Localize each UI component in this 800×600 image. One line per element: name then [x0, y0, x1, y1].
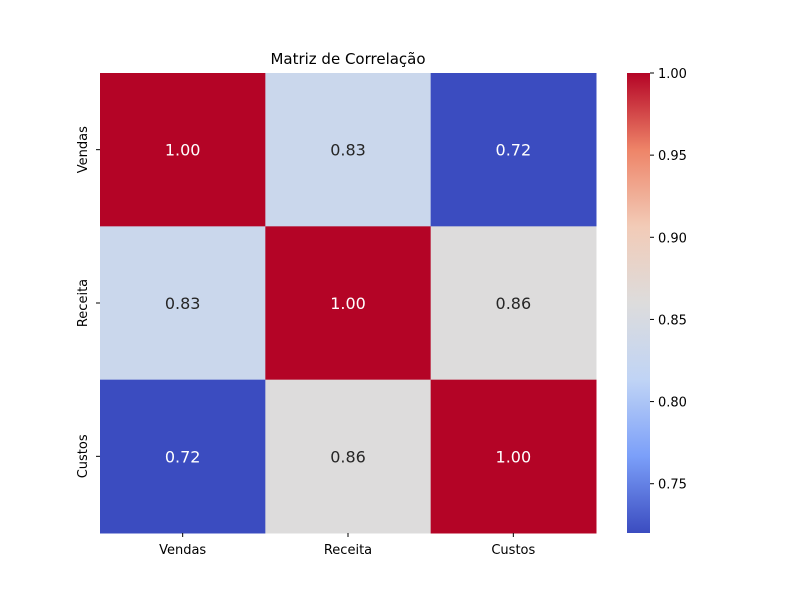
colorbar-tick-label: 0.95 — [658, 149, 687, 164]
cell-value-label: 0.72 — [496, 141, 532, 160]
colorbar-tick-label: 1.00 — [658, 67, 687, 82]
cell-value-label: 1.00 — [165, 141, 201, 160]
cell-value-label: 1.00 — [496, 447, 532, 466]
heatmap-cell — [430, 379, 597, 534]
colorbar-tick-label: 0.90 — [658, 231, 687, 246]
cell-value-label: 0.83 — [165, 294, 201, 313]
heatmap-cell — [265, 379, 432, 534]
cell-value-label: 0.86 — [330, 447, 366, 466]
chart-title: Matriz de Correlação — [270, 50, 425, 68]
heatmap-cell — [265, 73, 432, 227]
heatmap-cell — [265, 226, 432, 381]
heatmap-cell — [100, 379, 266, 534]
colorbar-tick-label: 0.75 — [658, 478, 687, 493]
cell-value-label: 0.86 — [496, 294, 532, 313]
heatmap-cell — [100, 73, 266, 227]
colorbar-ticks: 0.75 0.80 0.85 0.90 0.95 1.00 — [650, 67, 687, 493]
heatmap-cell — [430, 226, 597, 381]
y-axis-ticks: Vendas Receita Custos — [76, 126, 100, 478]
y-tick-label: Vendas — [76, 126, 91, 173]
cell-value-label: 1.00 — [330, 294, 366, 313]
colorbar — [627, 73, 650, 533]
y-tick-label: Receita — [76, 279, 91, 327]
colorbar-tick-label: 0.80 — [658, 396, 687, 411]
y-tick-label: Custos — [76, 434, 91, 478]
cell-value-label: 0.83 — [330, 141, 366, 160]
heatmap-cell — [430, 73, 597, 227]
x-tick-label: Vendas — [159, 543, 206, 558]
heatmap-cells — [100, 73, 597, 534]
x-tick-label: Custos — [491, 543, 535, 558]
x-axis-ticks: Vendas Receita Custos — [159, 533, 536, 558]
colorbar-tick-label: 0.85 — [658, 313, 687, 328]
cell-value-label: 0.72 — [165, 447, 201, 466]
heatmap-cell — [100, 226, 266, 381]
heatmap-cell-labels: 1.00 0.83 0.72 0.83 1.00 0.86 0.72 0.86 1.00 — [165, 141, 531, 467]
x-tick-label: Receita — [324, 543, 372, 558]
